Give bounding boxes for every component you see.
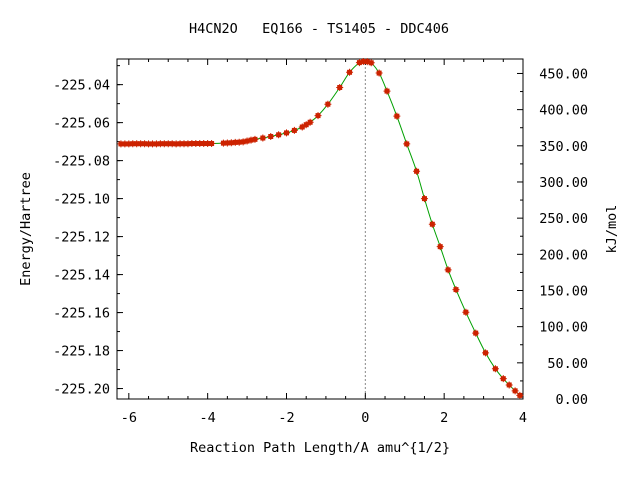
data-point-cross xyxy=(283,129,290,137)
y2-tick-label: 350.00 xyxy=(539,139,588,155)
axis-ticks xyxy=(117,59,524,400)
data-point xyxy=(472,329,480,337)
data-point xyxy=(375,69,383,77)
y2-tick-label: 50.00 xyxy=(547,356,588,372)
data-point xyxy=(516,391,524,399)
chart-title: H4CN2O EQ166 - TS1405 - DDC406 xyxy=(189,21,449,37)
x-tick-label: 0 xyxy=(361,410,369,426)
y-tick-label: -225.12 xyxy=(53,230,110,246)
data-point-cross xyxy=(267,133,275,140)
data-point-cross xyxy=(367,59,375,67)
data-point-cross xyxy=(346,68,354,76)
y-tick-label: -225.10 xyxy=(53,192,110,208)
data-point xyxy=(413,167,421,175)
y-tick-label: -225.08 xyxy=(53,154,110,170)
y-tick-label: -225.14 xyxy=(53,268,110,284)
data-point xyxy=(482,349,490,357)
x-tick-label: -2 xyxy=(278,410,294,426)
data-point xyxy=(491,365,499,373)
data-point xyxy=(324,100,332,108)
data-point xyxy=(290,126,298,134)
data-point-cross xyxy=(251,135,259,143)
y-tick-label: -225.04 xyxy=(53,78,110,94)
y-tick-label: -225.18 xyxy=(53,344,110,360)
y2-axis-label: kJ/mol xyxy=(604,205,620,254)
energy-curve-line xyxy=(120,60,521,396)
data-point xyxy=(275,131,283,139)
y2-tick-label: 0.00 xyxy=(555,392,588,408)
x-tick-labels: -6 -4 -2 0 2 4 xyxy=(121,410,527,426)
data-point xyxy=(314,112,322,120)
data-point-cross xyxy=(336,83,344,91)
data-point-cross xyxy=(259,134,267,142)
data-point-cross xyxy=(393,112,401,120)
data-point-cross xyxy=(436,243,444,251)
data-point-cross xyxy=(472,329,480,337)
data-point xyxy=(444,266,452,274)
data-point xyxy=(306,118,314,126)
data-point xyxy=(436,243,444,251)
data-point xyxy=(283,129,290,137)
data-point xyxy=(420,195,428,203)
data-point xyxy=(346,68,354,76)
data-point-cross xyxy=(314,112,322,120)
y2-tick-label: 400.00 xyxy=(539,103,588,119)
data-point-cross xyxy=(324,100,332,108)
x-tick-label: 2 xyxy=(440,410,448,426)
data-point-cross xyxy=(462,308,470,316)
data-point-cross xyxy=(275,131,283,139)
data-point-cross xyxy=(482,349,490,357)
data-point-cross xyxy=(383,87,391,95)
x-tick-label: 4 xyxy=(519,410,527,426)
x-tick-label: -4 xyxy=(200,410,216,426)
data-point-cross xyxy=(290,126,298,134)
data-point-cross xyxy=(208,140,216,148)
plot-frame xyxy=(116,58,524,400)
data-point xyxy=(208,140,216,148)
x-axis-label: Reaction Path Length/A amu^{1/2} xyxy=(190,440,450,456)
data-point-cross xyxy=(491,365,499,373)
data-point xyxy=(462,308,470,316)
y2-tick-labels: 0.00 50.00 100.00 150.00 200.00 250.00 300.00 3… xyxy=(539,66,588,408)
y2-tick-label: 200.00 xyxy=(539,247,588,263)
data-point-markers xyxy=(117,57,524,399)
data-point-cross xyxy=(306,118,314,126)
data-point xyxy=(452,286,460,294)
data-point-cross xyxy=(375,69,383,77)
data-point xyxy=(428,220,436,228)
data-point-cross xyxy=(444,266,452,274)
y-axis-label: Energy/Hartree xyxy=(18,172,34,286)
y-tick-label: -225.16 xyxy=(53,306,110,322)
data-point xyxy=(505,381,513,389)
data-point xyxy=(336,83,344,91)
data-point xyxy=(259,134,267,142)
data-point xyxy=(267,133,275,140)
y-tick-label: -225.20 xyxy=(53,382,110,398)
y-tick-labels: -225.04 -225.06 -225.08 -225.10 -225.12 -225.… xyxy=(53,78,110,398)
data-point-cross xyxy=(428,220,436,228)
data-point-cross xyxy=(452,286,460,294)
data-point xyxy=(393,112,401,120)
data-point xyxy=(403,140,411,148)
data-point xyxy=(511,387,519,395)
x-tick-label: -6 xyxy=(121,410,137,426)
y-tick-label: -225.06 xyxy=(53,116,110,132)
data-point xyxy=(383,87,391,95)
y2-tick-label: 300.00 xyxy=(539,175,588,191)
y2-tick-label: 150.00 xyxy=(539,283,588,299)
data-point xyxy=(367,59,375,67)
y2-tick-label: 450.00 xyxy=(539,66,588,82)
data-point-cross xyxy=(499,375,507,383)
data-point-cross xyxy=(420,195,428,203)
data-point-cross xyxy=(505,381,513,389)
data-point xyxy=(251,135,259,143)
y2-tick-label: 250.00 xyxy=(539,211,588,227)
y2-tick-label: 100.00 xyxy=(539,320,588,336)
data-point-cross xyxy=(403,140,411,148)
data-point-cross xyxy=(511,387,519,395)
data-point xyxy=(499,375,507,383)
data-point-cross xyxy=(413,167,421,175)
data-point-cross xyxy=(516,391,524,399)
